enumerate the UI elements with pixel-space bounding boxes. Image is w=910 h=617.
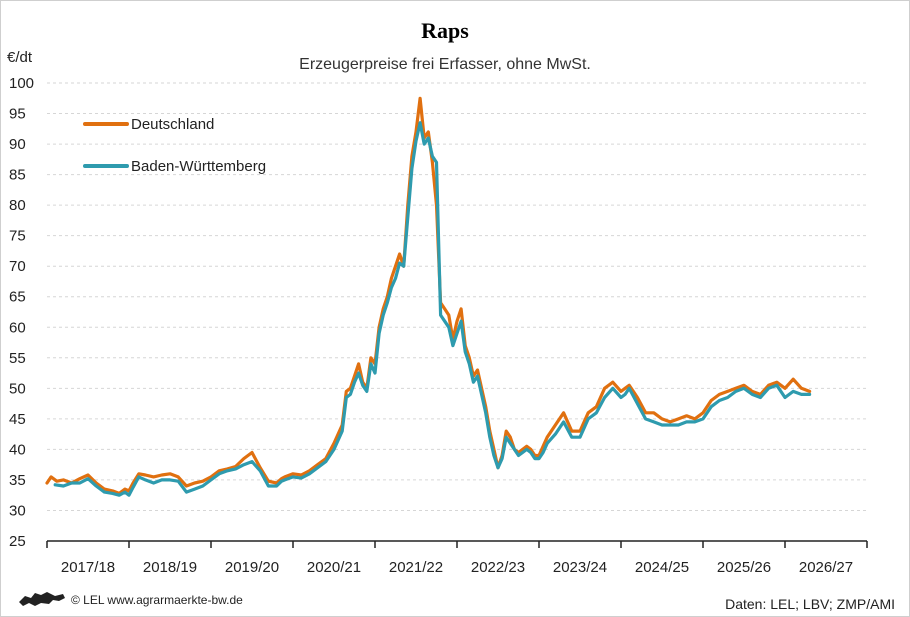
x-tick-label: 2024/25 xyxy=(635,559,689,576)
y-tick-label: 70 xyxy=(9,258,26,275)
chart-subtitle: Erzeugerpreise frei Erfasser, ohne MwSt. xyxy=(299,56,591,73)
footer-source: Daten: LEL; LBV; ZMP/AMI xyxy=(725,596,895,612)
y-tick-label: 65 xyxy=(9,289,26,306)
x-tick-label: 2026/27 xyxy=(799,559,853,576)
y-tick-label: 100 xyxy=(9,75,34,92)
legend-label-deutschland: Deutschland xyxy=(131,116,214,133)
y-tick-label: 60 xyxy=(9,319,26,336)
y-tick-label: 25 xyxy=(9,533,26,550)
y-tick-label: 40 xyxy=(9,441,26,458)
y-tick-label: 50 xyxy=(9,380,26,397)
x-tick-label: 2018/19 xyxy=(143,559,197,576)
legend-label-bw: Baden-Württemberg xyxy=(131,158,266,175)
lion-icon xyxy=(19,592,65,606)
x-tick-label: 2020/21 xyxy=(307,559,361,576)
x-tick-label: 2019/20 xyxy=(225,559,279,576)
y-tick-label: 85 xyxy=(9,167,26,184)
legend: Deutschland Baden-Württemberg xyxy=(83,116,266,175)
y-axis-unit: €/dt xyxy=(7,49,33,66)
y-tick-labels: 25 30 35 40 45 50 55 60 65 70 75 80 85 90 95 100 xyxy=(9,75,34,550)
y-tick-label: 45 xyxy=(9,411,26,428)
y-tick-label: 30 xyxy=(9,502,26,519)
chart-title: Raps xyxy=(421,18,469,43)
y-tick-label: 90 xyxy=(9,136,26,153)
y-tick-label: 75 xyxy=(9,228,26,245)
x-tick-label: 2025/26 xyxy=(717,559,771,576)
x-tick-label: 2023/24 xyxy=(553,559,607,576)
y-tick-label: 35 xyxy=(9,472,26,489)
x-tick-label: 2021/22 xyxy=(389,559,443,576)
series-line-bw xyxy=(53,121,812,497)
x-tick-label: 2017/18 xyxy=(61,559,115,576)
x-axis: 2017/18 2018/19 2019/20 2020/21 2021/22 2022/… xyxy=(46,540,868,576)
series-lines xyxy=(45,96,812,497)
x-tick-label: 2022/23 xyxy=(471,559,525,576)
gridlines xyxy=(47,82,867,511)
lel-logo xyxy=(19,592,65,606)
y-tick-label: 80 xyxy=(9,197,26,214)
y-tick-label: 55 xyxy=(9,350,26,367)
y-tick-label: 95 xyxy=(9,106,26,123)
footer-copyright: © LEL www.agrarmaerkte-bw.de xyxy=(71,593,243,607)
